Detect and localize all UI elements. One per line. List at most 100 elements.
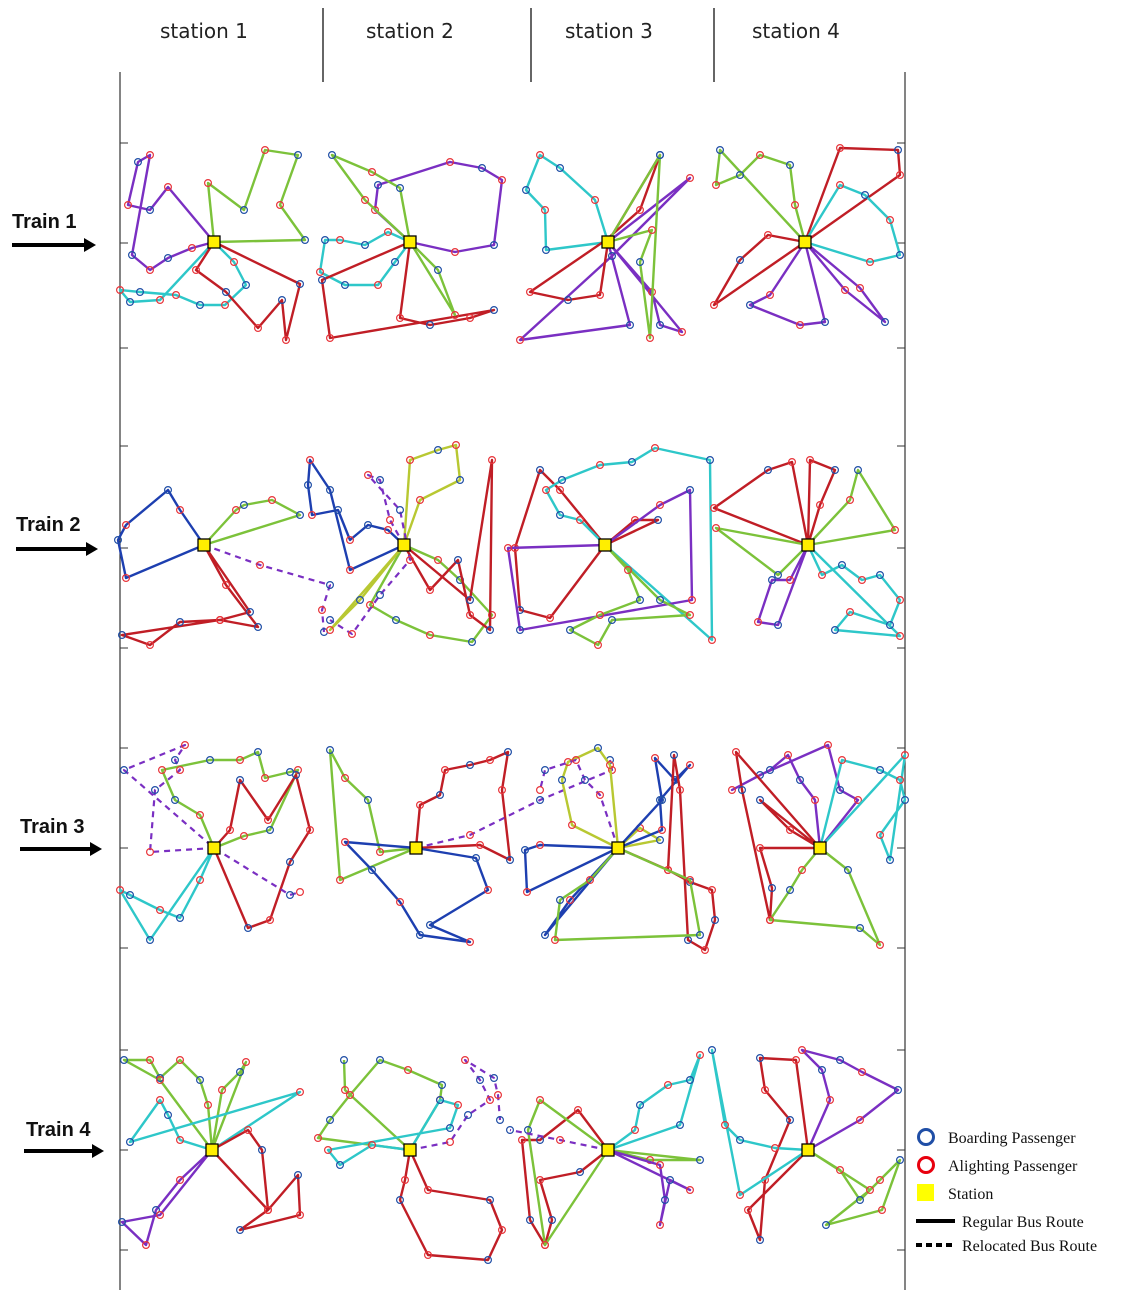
alighting-passenger-marker (461, 1055, 470, 1064)
alighting-passenger-marker (296, 1210, 305, 1219)
alighting-passenger-marker (760, 1085, 769, 1094)
alighting-passenger-marker (416, 496, 425, 505)
alighting-passenger-marker (296, 1087, 305, 1096)
t3-s2-purple-reloc (415, 759, 614, 850)
alighting-passenger-marker (466, 610, 475, 619)
alighting-passenger-marker (805, 456, 814, 465)
boarding-passenger-marker (895, 251, 904, 260)
legend-boarding-marker (917, 1128, 935, 1146)
t4-s4-purple (800, 1048, 900, 1152)
alighting-passenger-marker (595, 610, 604, 619)
boarding-passenger-marker (376, 476, 385, 485)
boarding-passenger-marker (820, 318, 829, 327)
t3-s3-blue (523, 756, 692, 937)
boarding-passenger-marker (244, 923, 253, 932)
boarding-passenger-marker (593, 743, 602, 752)
t2-s4-green (714, 468, 897, 577)
boarding-passenger-marker (134, 158, 143, 167)
boarding-passenger-marker (176, 617, 185, 626)
alighting-passenger-marker (142, 1240, 151, 1249)
boarding-passenger-marker (785, 161, 794, 170)
alighting-passenger-marker (488, 456, 497, 465)
alighting-passenger-marker (595, 790, 604, 799)
boarding-passenger-marker (292, 770, 301, 779)
boarding-passenger-marker (254, 622, 263, 631)
station-marker-t2-s4 (801, 538, 815, 552)
alighting-passenger-marker (885, 216, 894, 225)
alighting-passenger-marker (540, 1240, 549, 1249)
alighting-passenger-marker (406, 555, 415, 564)
boarding-passenger-marker (893, 1085, 902, 1094)
alighting-passenger-marker (361, 196, 370, 205)
boarding-passenger-marker (855, 923, 864, 932)
boarding-passenger-marker (855, 1195, 864, 1204)
boarding-passenger-marker (635, 1100, 644, 1109)
boarding-passenger-marker (301, 236, 310, 245)
boarding-passenger-marker (426, 920, 435, 929)
t2-s2-red (402, 458, 494, 632)
alighting-passenger-marker (855, 1115, 864, 1124)
boarding-passenger-marker (222, 288, 231, 297)
alighting-passenger-marker (517, 1135, 526, 1144)
t2-s1-red (120, 544, 260, 647)
alighting-passenger-marker (146, 1055, 155, 1064)
alighting-passenger-marker (525, 288, 534, 297)
boarding-passenger-marker (660, 1195, 669, 1204)
boarding-passenger-marker (296, 280, 305, 289)
alighting-passenger-marker (567, 820, 576, 829)
alighting-passenger-marker (115, 885, 124, 894)
boarding-passenger-marker (735, 1135, 744, 1144)
boarding-passenger-marker (128, 251, 137, 260)
alighting-passenger-marker (565, 895, 574, 904)
alighting-passenger-marker (875, 830, 884, 839)
alighting-passenger-marker (406, 456, 415, 465)
t1-s3-green (606, 153, 662, 340)
boarding-passenger-marker (555, 164, 564, 173)
station-marker-t2-s2 (397, 538, 411, 552)
boarding-passenger-marker (374, 181, 383, 190)
alighting-passenger-marker (434, 555, 443, 564)
t3-s4-red (734, 750, 822, 922)
boarding-passenger-marker (506, 1125, 515, 1134)
t4-s2-green (316, 1058, 444, 1152)
t2-s2-green (368, 543, 494, 644)
alighting-passenger-marker (685, 610, 694, 619)
alighting-passenger-marker (164, 183, 173, 192)
alighting-passenger-marker (865, 258, 874, 267)
alighting-passenger-marker (590, 196, 599, 205)
boarding-passenger-marker (875, 570, 884, 579)
alighting-passenger-marker (341, 1085, 350, 1094)
boarding-passenger-marker (171, 755, 180, 764)
boarding-passenger-marker (504, 747, 513, 756)
t3-s3-red (617, 753, 717, 952)
alighting-passenger-marker (176, 1055, 185, 1064)
boarding-passenger-marker (735, 256, 744, 265)
alighting-passenger-marker (282, 336, 291, 345)
boarding-passenger-marker (685, 1075, 694, 1084)
boarding-passenger-marker (334, 506, 343, 515)
alighting-passenger-marker (264, 815, 273, 824)
boarding-passenger-marker (436, 1095, 445, 1104)
station-marker-t1-s3 (601, 235, 615, 249)
alighting-passenger-marker (306, 456, 315, 465)
legend-station-label: Station (948, 1186, 993, 1203)
alighting-passenger-marker (770, 1143, 779, 1152)
alighting-passenger-marker (575, 515, 584, 524)
boarding-passenger-marker (737, 785, 746, 794)
alighting-passenger-marker (244, 1125, 253, 1134)
boarding-passenger-marker (478, 164, 487, 173)
alighting-passenger-marker (146, 266, 155, 275)
boarding-passenger-marker (326, 580, 335, 589)
alighting-passenger-marker (121, 520, 130, 529)
alighting-passenger-marker (865, 1185, 874, 1194)
alighting-passenger-marker (515, 336, 524, 345)
boarding-passenger-marker (515, 625, 524, 634)
t2-s4-red (712, 458, 837, 547)
alighting-passenger-marker (875, 1175, 884, 1184)
train-2-arrowhead (86, 542, 98, 556)
alighting-passenger-marker (595, 461, 604, 470)
alighting-passenger-marker (424, 1250, 433, 1259)
alighting-passenger-marker (156, 296, 165, 305)
t1-s3-purple (518, 176, 692, 342)
